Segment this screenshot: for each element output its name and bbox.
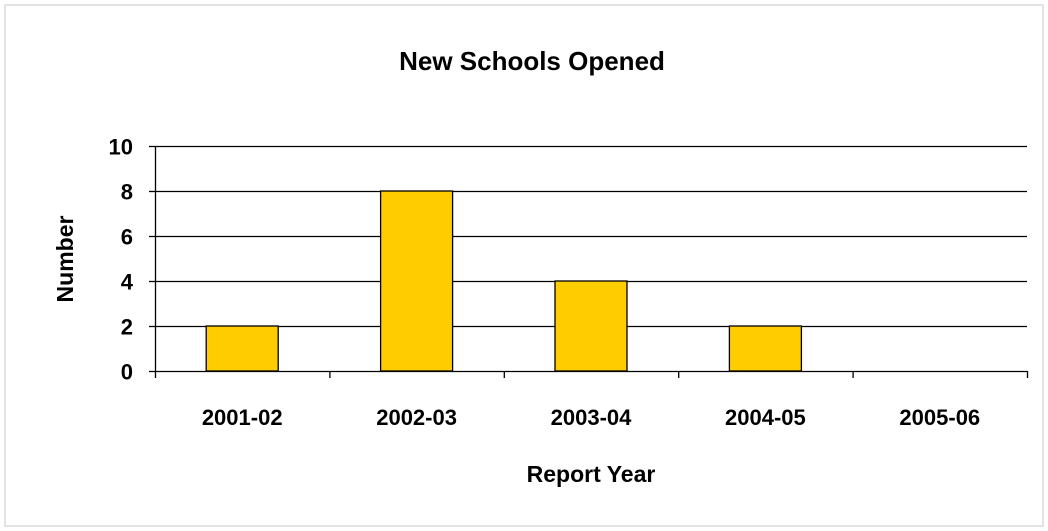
y-tick-labels: 0 2 4 6 8 10 — [109, 135, 134, 385]
bar-2004-05 — [728, 325, 803, 372]
x-tick-labels: 2001-02 2002-03 2003-04 2004-05 2005-06 — [202, 405, 980, 430]
y-axis-title: Number — [52, 216, 78, 303]
y-tick-label-0: 0 — [121, 360, 133, 385]
x-tick-label-2002-03: 2002-03 — [376, 405, 457, 430]
chart-frame — [4, 4, 1044, 527]
bar-2002-03 — [379, 190, 454, 372]
y-tick-label-8: 8 — [121, 180, 133, 205]
y-tick-label-10: 10 — [109, 135, 133, 160]
x-axis-title: Report Year — [527, 461, 656, 487]
x-tick-label-2001-02: 2001-02 — [202, 405, 283, 430]
bars — [205, 190, 803, 372]
y-tick-label-4: 4 — [121, 270, 134, 295]
y-tick-label-6: 6 — [121, 225, 133, 250]
axes — [149, 145, 1029, 378]
bar-2001-02 — [205, 325, 279, 372]
bar-2003-04 — [554, 280, 628, 372]
chart-title: New Schools Opened — [399, 46, 665, 76]
x-tick-label-2004-05: 2004-05 — [725, 405, 806, 430]
x-tick-label-2005-06: 2005-06 — [899, 405, 980, 430]
y-tick-label-2: 2 — [121, 315, 133, 340]
x-tick-label-2003-04: 2003-04 — [551, 405, 633, 430]
